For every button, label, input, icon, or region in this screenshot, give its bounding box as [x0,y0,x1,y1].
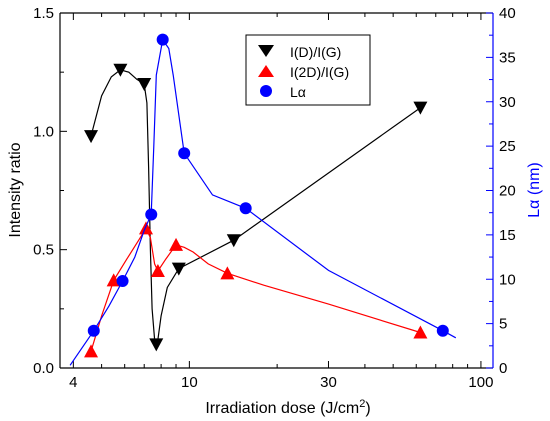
y-right-tick-label: 25 [499,138,516,155]
x-tick-label: 4 [69,374,77,391]
x-axis-title-main: Irradiation dose (J/cm [205,400,359,417]
y-right-tick-label: 5 [499,316,507,333]
legend-marker-id-ig [258,45,274,57]
legend-marker-la [260,85,272,97]
x-axis-title-sup: 2 [359,398,365,410]
x-axis-title: Irradiation dose (J/cm2) [205,398,370,417]
data-point-id-ig [137,78,152,91]
y-right-tick-label: 35 [499,49,516,66]
legend: I(D)/I(G) I(2D)/I(G) Lα [245,34,371,106]
data-point-i2d-ig [413,325,428,339]
data-point-la [116,275,129,288]
data-point-la [436,324,449,337]
data-point-la [239,202,252,215]
x-tick-label: 10 [181,374,198,391]
data-point-id-ig [149,338,164,352]
data-point-i2d-ig [220,266,235,280]
data-point-i2d-ig [84,344,99,358]
legend-label-i2d-ig: I(2D)/I(G) [290,64,349,80]
y-right-tick-label: 30 [499,94,516,111]
y-left-axis-title: Intensity ratio [7,142,24,237]
y-right-axis-title: Lα (nm) [526,162,543,217]
x-tick-label: 30 [320,374,337,391]
series-line-i2d-ig [90,227,421,352]
data-point-la [87,324,100,337]
data-point-i2d-ig [169,237,184,251]
data-point-id-ig [113,63,128,77]
legend-label-la: Lα [290,84,306,100]
data-point-i2d-ig [150,263,165,277]
y-right-tick-label: 20 [499,183,516,200]
data-point-la [145,208,158,221]
data-point-id-ig [171,262,186,276]
data-point-la [156,33,169,46]
y-left-tick-label: 1.0 [33,123,54,140]
y-left-tick-label: 0.0 [33,360,54,377]
data-point-la [178,147,191,160]
y-right-tick-label: 15 [499,227,516,244]
y-right-tick-label: 10 [499,271,516,288]
data-point-id-ig [84,130,99,144]
legend-marker-i2d-ig [258,65,274,77]
y-right-tick-label: 40 [499,5,516,22]
y-left-tick-label: 1.5 [33,5,54,22]
x-axis-title-end: ) [365,400,370,417]
x-tick-label: 100 [468,374,493,391]
series-line-id-ig [90,69,421,347]
y-left-tick-label: 0.5 [33,242,54,259]
data-point-i2d-ig [138,221,153,235]
data-point-id-ig [413,101,428,115]
data-point-id-ig [226,234,241,248]
plot-area: 4 10 30 100 0.0 0.5 1.0 1.5 0 5 10 15 20 25 30 35 40 [33,5,516,391]
legend-label-id-ig: I(D)/I(G) [290,44,341,60]
y-right-tick-label: 0 [499,360,507,377]
